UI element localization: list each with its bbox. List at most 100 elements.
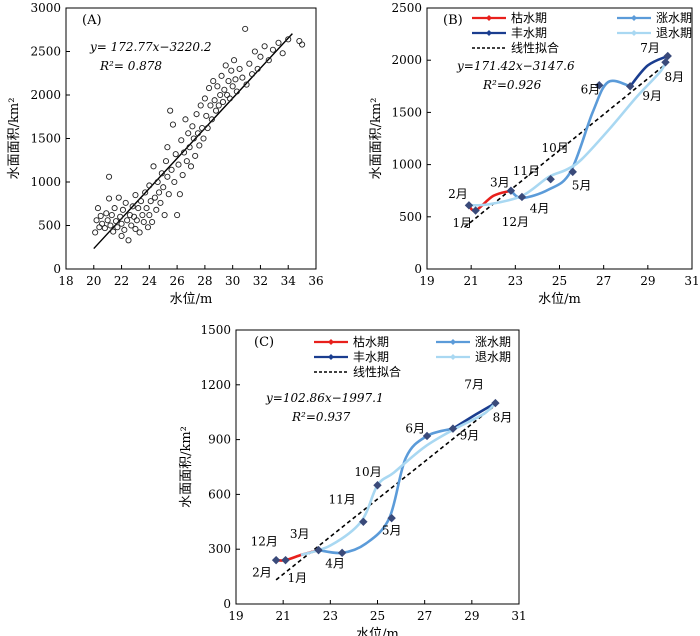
scatter-point [208,116,215,123]
series-marker [359,517,368,527]
legend-marker [631,30,637,36]
scatter-point [214,83,221,90]
scatter-point [93,217,100,224]
legend-marker [450,339,456,345]
series-marker [448,424,458,433]
scatter-point [101,225,108,232]
series-marker [663,51,672,61]
scatter-point [149,218,156,226]
legend-label: 涨水期 [656,10,692,25]
x-tick-label: 22 [114,274,129,288]
scatter-point [299,41,306,48]
scatter-point [114,224,121,231]
scatter-point [189,123,196,130]
scatter-point [199,125,206,132]
scatter-point [104,217,111,224]
legend-label: 线性拟合 [353,364,401,379]
legend-label: 线性拟合 [511,40,559,55]
month-label: 5月 [382,524,402,538]
scatter-point [124,217,131,224]
scatter-point [178,137,185,144]
series-marker [337,548,347,558]
scatter-point [215,102,222,109]
scatter-point [236,65,243,72]
x-tick-label: 36 [308,274,323,288]
month-label: 11月 [513,164,540,178]
series-marker [422,431,432,441]
fit-r2: R²=0.926 [482,78,542,92]
scatter-point [154,178,161,186]
scatter-point [150,163,157,170]
series-marker [271,555,281,565]
scatter-point [296,38,303,45]
month-label: 1月 [453,216,473,230]
scatter-point [233,88,240,95]
scatter-point [261,43,268,50]
scatter-point [107,222,114,229]
scatter-point [212,107,220,114]
month-label: 12月 [251,535,278,549]
scatter-point [143,205,150,212]
y-tick-label: 0 [53,262,61,276]
x-tick-label: 29 [464,609,479,623]
scatter-point [99,220,106,227]
month-label: 12月 [502,215,529,229]
month-label: 4月 [530,202,550,216]
scatter-point [146,212,153,219]
y-tick-label: 0 [223,597,231,611]
scatter-point [169,121,176,128]
scatter-point [285,36,292,43]
scatter-point [228,67,235,74]
scatter-point [97,212,104,219]
fit-r2: R²= 0.878 [99,59,162,73]
y-tick-label: 2500 [391,1,422,15]
scatter-point [175,161,182,168]
series-line [509,79,632,200]
scatter-point [217,91,224,99]
fit-r2: R²=0.937 [291,410,351,424]
x-tick-label: 30 [225,274,240,288]
scatter-point [201,95,208,102]
scatter-point [181,149,188,156]
fit-equation: y=171.42x−3147.6 [456,59,575,73]
scatter-point [160,184,167,191]
series-line [628,54,670,88]
scatter-point [179,171,186,179]
scatter-point [137,198,145,205]
month-label: 6月 [405,421,425,435]
scatter-point [225,78,232,85]
scatter-point [94,205,101,212]
y-tick-label: 500 [38,219,61,233]
x-axis-label: 水位/m [170,292,213,307]
x-tick-label: 18 [58,274,73,288]
series-marker [568,167,577,177]
y-tick-label: 1200 [200,378,231,392]
scatter-point [136,229,143,236]
scatter-point [121,226,128,233]
panel-a-chart: 18 20 22 24 26 28 30 32 34 36 0 500 1000 1500 2000 2500… [7,1,324,307]
series-marker [661,58,670,67]
scatter-point [196,142,203,149]
y-axis-label: 水面面积/km² [179,426,194,508]
scatter-point [118,232,125,239]
scatter-point [151,194,158,201]
series-marker [506,186,516,195]
panel-label: (C) [254,335,274,350]
legend-label: 退水期 [475,350,511,364]
month-label: 4月 [325,556,345,570]
month-label: 3月 [490,176,510,190]
scatter-point [167,107,174,114]
scatter-point [140,218,147,226]
scatter-point [251,48,258,55]
scatter-point [96,224,103,231]
x-tick-label: 34 [281,274,297,288]
y-tick-label: 500 [399,210,422,224]
scatter-point [210,78,217,85]
scatter-point [186,144,193,151]
scatter-point [232,76,239,83]
scatter-point [128,222,135,229]
scatter-point [171,178,178,186]
legend-label: 枯水期 [511,10,547,25]
y-tick-label: 600 [208,487,231,501]
scatter-point [119,206,126,213]
